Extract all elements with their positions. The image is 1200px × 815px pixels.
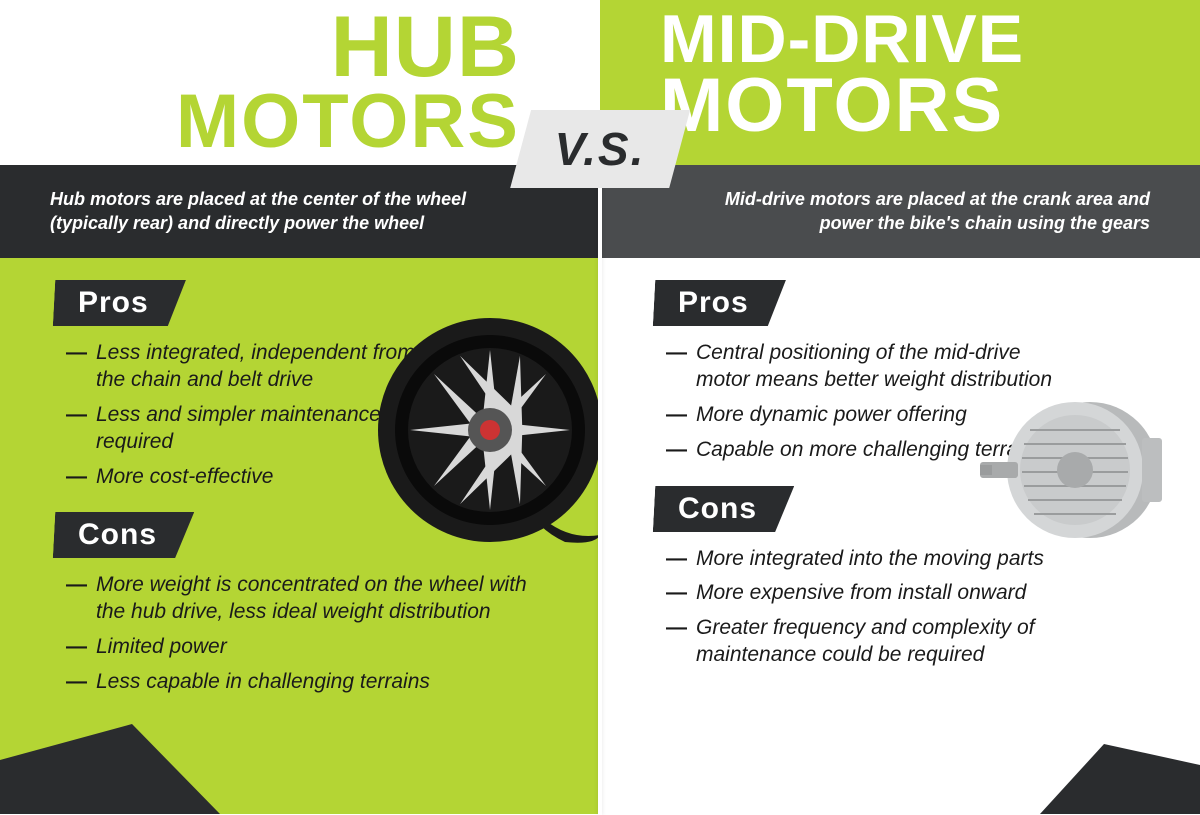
hub-title: HUB MOTORS xyxy=(176,8,520,157)
middrive-cons-list: More integrated into the moving partsMor… xyxy=(666,546,1106,670)
cons-label: Cons xyxy=(653,486,794,532)
cons-label: Cons xyxy=(53,512,194,558)
hub-motors-panel: HUB MOTORS Hub motors are placed at the … xyxy=(0,0,600,814)
hub-cons-list: More weight is concentrated on the wheel… xyxy=(66,572,536,696)
list-item: More weight is concentrated on the wheel… xyxy=(66,572,536,626)
decorative-corner xyxy=(0,724,220,814)
infographic-container: HUB MOTORS Hub motors are placed at the … xyxy=(0,0,1200,814)
vs-text: V.S. xyxy=(555,122,646,176)
title-line-2: MOTORS xyxy=(176,87,520,157)
list-item: Limited power xyxy=(66,634,536,661)
title-line-1: HUB xyxy=(176,8,520,87)
list-item: Less capable in challenging terrains xyxy=(66,669,536,696)
middrive-title: MID-DRIVE MOTORS xyxy=(660,8,1024,140)
hub-description: Hub motors are placed at the center of t… xyxy=(0,165,600,258)
pros-label: Pros xyxy=(53,280,186,326)
list-item: More expensive from install onward xyxy=(666,580,1106,607)
mid-drive-panel: MID-DRIVE MOTORS Mid-drive motors are pl… xyxy=(600,0,1200,814)
decorative-corner xyxy=(1040,744,1200,814)
title-line-1: MID-DRIVE xyxy=(660,8,1024,71)
title-line-2: MOTORS xyxy=(660,71,1024,141)
mid-drive-motor-icon xyxy=(980,380,1180,560)
list-item: Greater frequency and complexity of main… xyxy=(666,615,1106,669)
middrive-description: Mid-drive motors are placed at the crank… xyxy=(600,165,1200,258)
vs-badge: V.S. xyxy=(510,110,690,188)
hub-motor-icon xyxy=(370,310,600,550)
pros-label: Pros xyxy=(653,280,786,326)
